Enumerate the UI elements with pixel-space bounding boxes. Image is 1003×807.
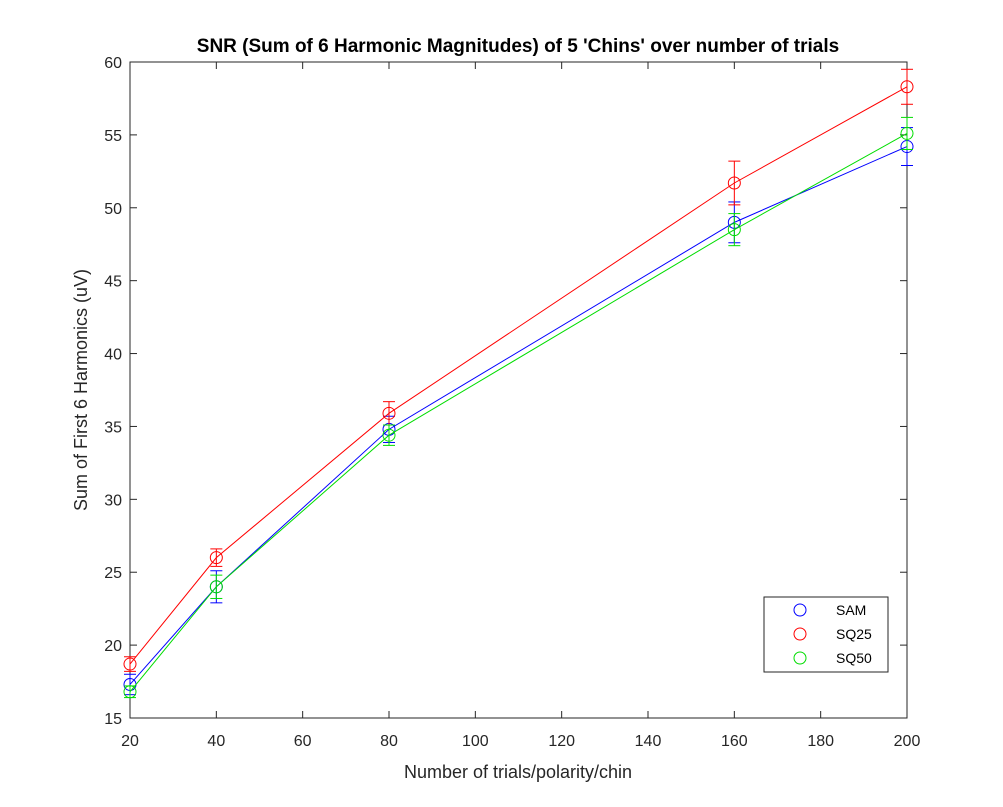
legend-box: [763, 596, 889, 673]
legend-label: SQ25: [836, 626, 872, 642]
data-point: [727, 176, 741, 190]
x-tick-label: 100: [462, 733, 489, 750]
y-tick-label: 30: [104, 492, 122, 509]
y-tick-label: 20: [104, 638, 122, 655]
legend-marker: [793, 627, 807, 641]
series-sq50: [123, 116, 914, 699]
x-tick-label: 160: [721, 733, 748, 750]
y-tick-label: 35: [104, 419, 122, 436]
data-point: [123, 657, 137, 671]
chart-title: SNR (Sum of 6 Harmonic Magnitudes) of 5 …: [197, 36, 839, 57]
y-tick-label: 15: [104, 711, 122, 728]
legend: SAM SQ25 SQ50: [763, 596, 889, 673]
y-tick-label: 60: [104, 55, 122, 72]
x-tick-label: 120: [548, 733, 575, 750]
y-tick-label: 25: [104, 565, 122, 582]
y-tick-label: 45: [104, 274, 122, 291]
axes-box: [129, 61, 908, 719]
x-tick-label: 80: [380, 733, 398, 750]
y-tick-label: 55: [104, 128, 122, 145]
x-tick-label: 20: [121, 733, 139, 750]
data-point: [123, 685, 137, 699]
x-tick-label: 140: [635, 733, 662, 750]
legend-label: SAM: [836, 602, 866, 618]
x-tick-label: 60: [294, 733, 312, 750]
x-tick-label: 40: [207, 733, 225, 750]
legend-marker: [793, 651, 807, 665]
legend-marker: [793, 603, 807, 617]
y-tick-label: 50: [104, 201, 122, 218]
x-tick-label: 200: [894, 733, 921, 750]
y-axis-label: Sum of First 6 Harmonics (uV): [71, 269, 91, 511]
legend-label: SQ50: [836, 650, 872, 666]
x-tick-label: 180: [807, 733, 834, 750]
y-tick-label: 40: [104, 347, 122, 364]
data-point: [900, 80, 914, 94]
data-point: [382, 406, 396, 420]
data-point: [209, 580, 223, 594]
plot-area: 20 40 60 80 100 120 140 160 180 200 15 20 25 30 35 40 45…: [104, 55, 920, 750]
x-axis-label: Number of trials/polarity/chin: [404, 762, 632, 782]
series-sq25: [123, 68, 914, 672]
data-point: [727, 223, 741, 237]
data-point: [900, 126, 914, 140]
data-point: [382, 428, 396, 442]
data-point: [209, 551, 223, 565]
